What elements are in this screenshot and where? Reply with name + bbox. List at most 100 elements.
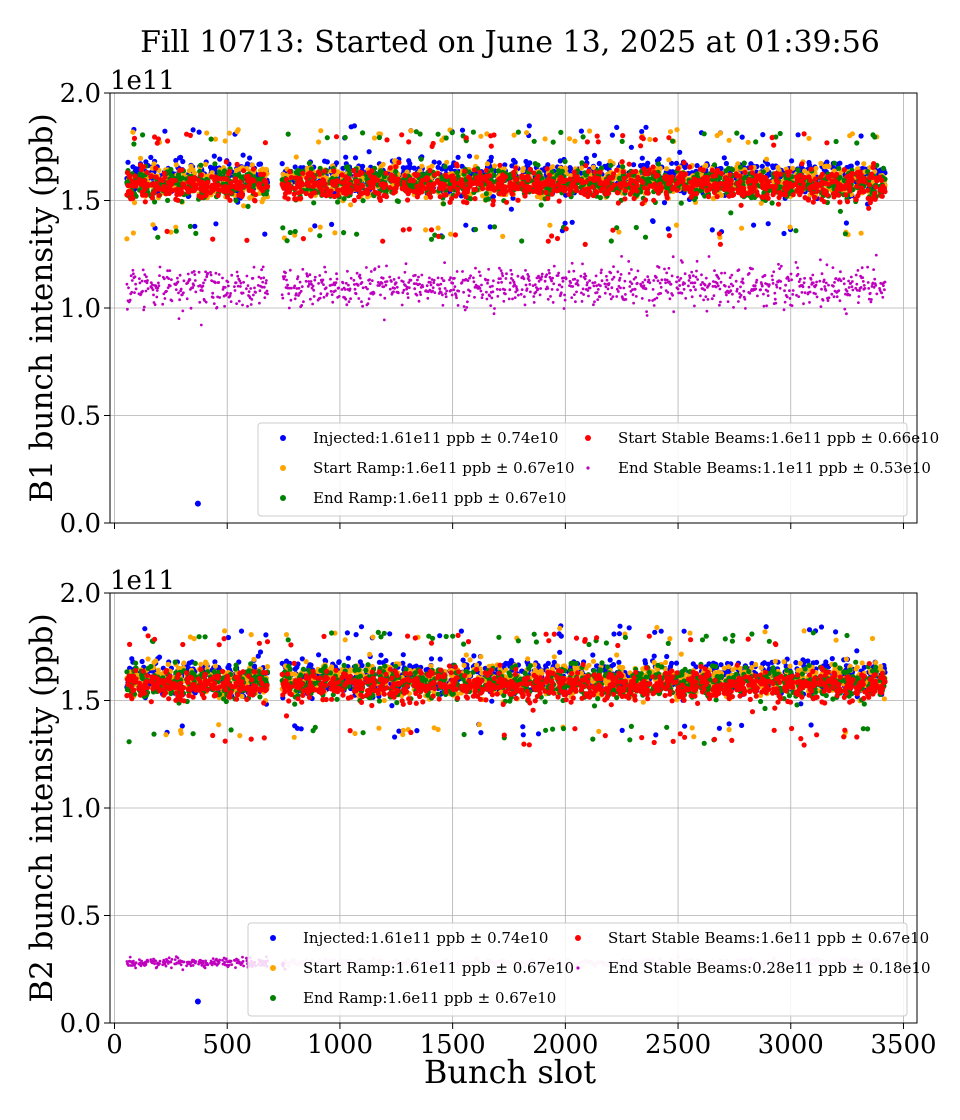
data-point <box>848 163 854 169</box>
data-point <box>515 186 522 192</box>
data-point <box>380 161 386 167</box>
data-point <box>308 273 312 277</box>
data-point <box>640 136 646 142</box>
data-point <box>242 280 246 284</box>
data-point <box>428 276 431 280</box>
data-point <box>193 273 197 276</box>
data-point <box>240 152 246 158</box>
data-point <box>211 153 217 159</box>
data-point <box>879 177 885 183</box>
data-point <box>322 181 328 187</box>
data-point <box>844 199 851 205</box>
data-point <box>132 173 138 179</box>
data-point <box>241 168 247 174</box>
data-point <box>288 184 294 190</box>
data-point <box>211 291 215 295</box>
data-point <box>524 130 530 136</box>
data-point <box>235 127 241 133</box>
data-point <box>254 291 257 294</box>
data-point <box>562 158 568 165</box>
data-point <box>407 161 413 167</box>
data-point <box>300 304 304 307</box>
data-point <box>324 135 330 141</box>
data-point <box>168 269 172 272</box>
data-point <box>633 168 639 175</box>
data-point <box>872 190 878 196</box>
data-point <box>280 293 284 297</box>
data-point <box>218 296 222 299</box>
data-point <box>163 277 166 281</box>
data-point <box>329 277 332 281</box>
data-point <box>383 170 389 176</box>
data-point <box>400 303 404 307</box>
data-point <box>404 262 408 266</box>
data-point <box>163 297 167 300</box>
data-point <box>423 227 429 233</box>
data-point <box>764 156 770 162</box>
data-point <box>654 172 661 178</box>
data-point <box>229 292 233 295</box>
data-point <box>484 161 491 167</box>
data-point <box>614 167 620 173</box>
data-point <box>300 285 304 288</box>
data-point <box>556 198 562 204</box>
data-point <box>619 159 625 165</box>
data-point <box>312 190 318 196</box>
data-point <box>597 195 604 201</box>
data-point <box>383 194 390 200</box>
data-point <box>131 141 137 147</box>
data-point <box>359 170 365 176</box>
data-point <box>311 302 314 306</box>
data-point <box>836 192 842 198</box>
data-point <box>789 158 795 164</box>
data-point <box>806 135 812 141</box>
data-point <box>140 132 146 138</box>
data-point <box>380 281 384 285</box>
data-point <box>478 181 485 187</box>
data-point <box>413 273 417 277</box>
data-point <box>408 128 414 134</box>
data-point <box>251 276 255 280</box>
data-point <box>638 143 644 149</box>
data-point <box>415 172 421 178</box>
data-point <box>406 292 409 296</box>
data-point <box>554 235 561 242</box>
data-point <box>318 296 322 300</box>
data-point <box>451 176 457 182</box>
data-point <box>415 293 419 297</box>
data-point <box>701 131 707 137</box>
data-point <box>360 163 366 169</box>
data-point <box>182 291 185 295</box>
data-point <box>130 195 136 201</box>
data-point <box>590 164 597 170</box>
data-point <box>316 139 322 145</box>
data-point <box>872 134 878 140</box>
data-point <box>858 230 864 236</box>
data-point <box>472 226 479 233</box>
data-point <box>144 289 148 293</box>
data-point <box>674 127 680 133</box>
data-point <box>805 197 812 203</box>
data-point <box>158 274 161 277</box>
data-point <box>454 163 460 169</box>
data-point <box>341 196 347 202</box>
data-point <box>872 196 878 202</box>
data-point <box>705 177 711 183</box>
data-point <box>337 286 341 290</box>
data-point <box>497 162 503 168</box>
data-point <box>583 163 589 169</box>
data-point <box>677 149 683 155</box>
data-point <box>559 168 566 174</box>
data-point <box>155 136 161 142</box>
data-point <box>614 124 620 130</box>
data-point <box>261 280 265 284</box>
data-point <box>298 188 304 194</box>
data-point <box>309 297 312 301</box>
data-point <box>287 229 293 236</box>
data-point <box>347 283 350 287</box>
data-point <box>368 282 372 285</box>
data-point <box>241 291 245 295</box>
data-point <box>513 165 519 171</box>
data-point <box>230 273 234 277</box>
